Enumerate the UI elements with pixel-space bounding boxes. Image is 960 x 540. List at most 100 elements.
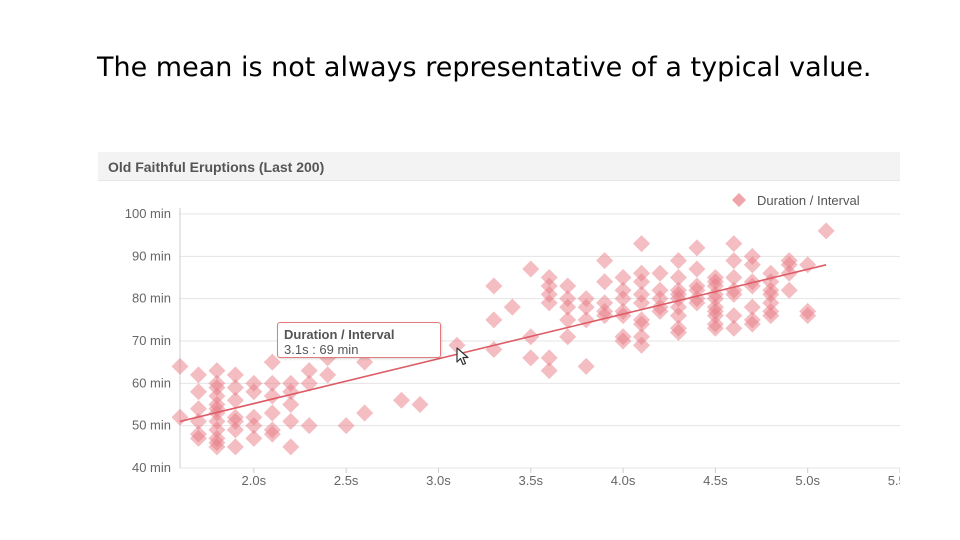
data-point bbox=[171, 357, 189, 375]
data-point bbox=[725, 319, 743, 337]
data-point bbox=[633, 315, 651, 333]
data-point bbox=[411, 396, 429, 413]
data-point bbox=[208, 438, 226, 456]
data-point bbox=[300, 362, 318, 380]
data-point bbox=[596, 307, 614, 325]
y-tick-label: 50 min bbox=[132, 418, 171, 433]
x-tick-label: 2.5s bbox=[334, 473, 359, 488]
data-point bbox=[319, 366, 337, 384]
data-point bbox=[725, 307, 743, 325]
data-point bbox=[189, 400, 207, 418]
data-point bbox=[614, 332, 632, 350]
data-point bbox=[282, 396, 300, 413]
y-tick-label: 90 min bbox=[132, 248, 171, 263]
data-point bbox=[485, 277, 503, 295]
data-point bbox=[189, 366, 207, 384]
data-point bbox=[725, 252, 743, 270]
data-point bbox=[540, 294, 558, 312]
y-tick-label: 40 min bbox=[132, 460, 171, 475]
y-tick-label: 60 min bbox=[132, 375, 171, 390]
data-point bbox=[393, 391, 411, 409]
mouse-cursor-icon bbox=[456, 347, 469, 366]
data-point bbox=[559, 311, 577, 329]
data-point bbox=[503, 298, 521, 316]
data-point bbox=[522, 260, 540, 278]
data-point bbox=[226, 391, 244, 409]
data-point bbox=[300, 374, 318, 392]
data-point bbox=[263, 353, 281, 371]
legend-label: Duration / Interval bbox=[757, 193, 860, 208]
data-point bbox=[577, 298, 595, 316]
y-tick-label: 100 min bbox=[125, 206, 171, 221]
data-point bbox=[208, 362, 226, 380]
data-point bbox=[300, 417, 318, 435]
data-point bbox=[189, 383, 207, 401]
x-tick-label: 3.0s bbox=[426, 473, 451, 488]
trend-line bbox=[179, 264, 827, 423]
data-point bbox=[337, 417, 355, 435]
data-point bbox=[540, 362, 558, 380]
data-point bbox=[725, 235, 743, 253]
data-tooltip: Duration / Interval 3.1s : 69 min bbox=[277, 322, 441, 358]
data-point bbox=[688, 294, 706, 312]
data-point bbox=[577, 357, 595, 375]
data-point bbox=[633, 235, 651, 253]
x-tick-label: 4.0s bbox=[611, 473, 636, 488]
data-point bbox=[485, 311, 503, 329]
data-point bbox=[669, 269, 687, 286]
data-point bbox=[633, 336, 651, 354]
chart-header: Old Faithful Eruptions (Last 200) bbox=[98, 152, 900, 181]
data-point bbox=[614, 290, 632, 308]
data-point bbox=[596, 252, 614, 270]
data-point bbox=[559, 328, 577, 346]
data-point bbox=[614, 269, 632, 286]
data-point bbox=[226, 438, 244, 456]
data-point bbox=[245, 417, 263, 435]
data-point bbox=[651, 302, 669, 320]
data-point bbox=[245, 429, 263, 447]
data-point bbox=[817, 222, 835, 240]
data-point bbox=[596, 273, 614, 291]
data-point bbox=[171, 408, 189, 426]
data-point bbox=[688, 260, 706, 278]
data-point bbox=[263, 404, 281, 422]
data-point bbox=[226, 421, 244, 439]
x-tick-label: 3.5s bbox=[518, 473, 543, 488]
data-point bbox=[725, 285, 743, 303]
data-point bbox=[725, 269, 743, 286]
data-point bbox=[245, 383, 263, 401]
data-point bbox=[633, 294, 651, 312]
data-point bbox=[226, 366, 244, 384]
data-point bbox=[282, 412, 300, 430]
data-point bbox=[448, 336, 466, 354]
data-point bbox=[614, 307, 632, 325]
data-point bbox=[799, 307, 817, 325]
data-point bbox=[282, 438, 300, 456]
data-point bbox=[356, 404, 374, 422]
chart-title: Old Faithful Eruptions (Last 200) bbox=[108, 159, 325, 175]
x-tick-label: 5.5s bbox=[888, 473, 900, 488]
data-point bbox=[577, 311, 595, 329]
data-point bbox=[743, 315, 761, 333]
data-point bbox=[263, 387, 281, 405]
data-point bbox=[651, 264, 669, 282]
y-tick-label: 70 min bbox=[132, 333, 171, 348]
data-point bbox=[688, 239, 706, 257]
data-point bbox=[743, 256, 761, 274]
data-point bbox=[669, 252, 687, 270]
x-tick-label: 2.0s bbox=[242, 473, 267, 488]
data-point bbox=[669, 307, 687, 325]
data-point bbox=[743, 298, 761, 316]
x-tick-label: 5.0s bbox=[795, 473, 820, 488]
data-point bbox=[540, 349, 558, 367]
scatter-plot[interactable]: 40 min 50 min 60 min 70 min 80 min 90 min 100 … bbox=[98, 152, 900, 492]
data-point bbox=[762, 307, 780, 325]
tooltip-value: 3.1s : 69 min bbox=[284, 342, 359, 357]
data-point bbox=[522, 349, 540, 367]
legend-marker bbox=[732, 193, 746, 207]
slide-title: The mean is not always representative of… bbox=[97, 52, 872, 83]
chart-panel: Old Faithful Eruptions (Last 200) 40 min… bbox=[98, 152, 900, 492]
data-point bbox=[669, 324, 687, 342]
data-point bbox=[189, 429, 207, 447]
data-point bbox=[706, 319, 724, 337]
